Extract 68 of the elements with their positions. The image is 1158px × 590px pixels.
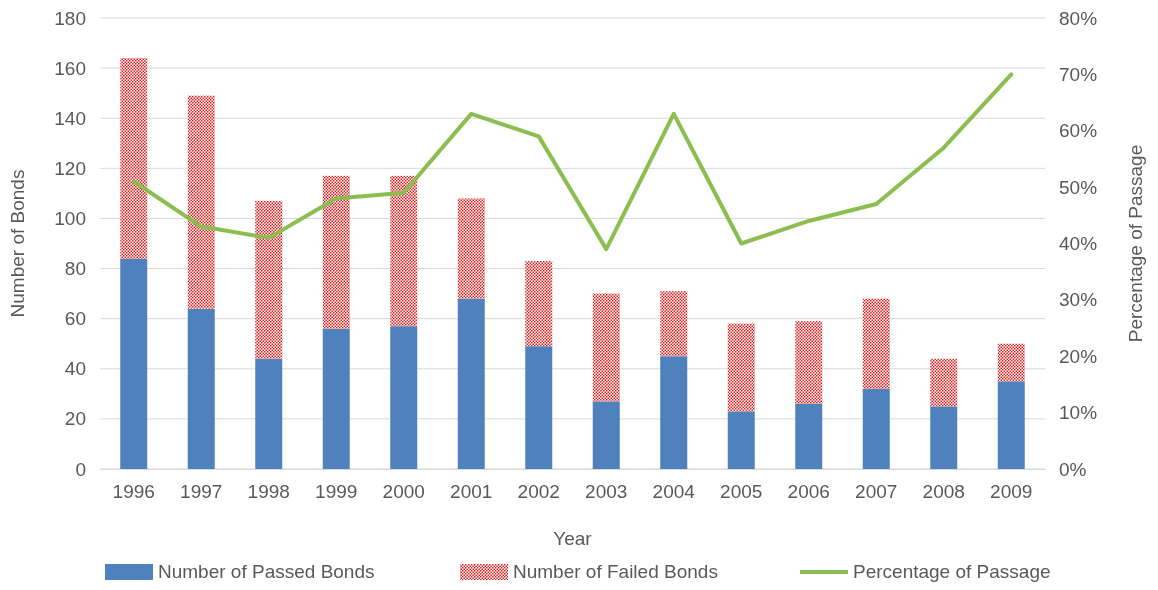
y-tick-label: 0 bbox=[75, 458, 86, 480]
bar bbox=[930, 358, 958, 407]
bar bbox=[120, 258, 148, 469]
y2-tick-label: 70% bbox=[1059, 63, 1098, 85]
x-tick-label: 2001 bbox=[450, 481, 493, 503]
x-tick-label: 2007 bbox=[855, 481, 898, 503]
legend-label: Number of Passed Bonds bbox=[158, 561, 375, 582]
x-tick-label: 1996 bbox=[112, 481, 155, 503]
y2-tick-label: 40% bbox=[1059, 233, 1098, 255]
y-tick-label: 20 bbox=[64, 408, 86, 430]
bar bbox=[795, 403, 823, 469]
line-series bbox=[131, 72, 1014, 252]
bar bbox=[862, 298, 890, 389]
bar bbox=[322, 328, 350, 469]
x-tick-label: 2008 bbox=[922, 481, 965, 503]
x-tick-label: 2002 bbox=[517, 481, 560, 503]
y2-tick-label: 20% bbox=[1059, 345, 1098, 367]
bar bbox=[592, 293, 620, 402]
x-axis-title: Year bbox=[553, 528, 593, 549]
y2-axis-title: Percentage of Passage bbox=[1125, 144, 1146, 343]
y-tick-label: 100 bbox=[54, 208, 86, 230]
bar bbox=[322, 175, 350, 329]
bar bbox=[187, 95, 215, 309]
y-axis-title: Number of Bonds bbox=[7, 169, 28, 318]
x-tick-label: 2009 bbox=[990, 481, 1033, 503]
y2-tick-label: 50% bbox=[1059, 176, 1098, 198]
bar bbox=[525, 261, 553, 347]
bar bbox=[997, 343, 1025, 382]
y2-tick-label: 60% bbox=[1059, 120, 1098, 142]
bar bbox=[727, 411, 755, 469]
x-tick-label: 2005 bbox=[720, 481, 763, 503]
bar bbox=[120, 58, 148, 259]
bar bbox=[525, 346, 553, 469]
x-tick-label: 2000 bbox=[382, 481, 425, 503]
y-tick-label: 120 bbox=[54, 157, 86, 179]
y2-tick-label: 30% bbox=[1059, 289, 1098, 311]
bar bbox=[457, 298, 485, 469]
bar bbox=[390, 175, 418, 327]
bar bbox=[795, 321, 823, 404]
x-tick-label: 2004 bbox=[652, 481, 696, 503]
x-tick-label: 2003 bbox=[585, 481, 628, 503]
y2-tick-label: 0% bbox=[1059, 458, 1087, 480]
y-tick-label: 180 bbox=[54, 7, 86, 29]
y2-tick-label: 10% bbox=[1059, 402, 1098, 424]
bar bbox=[862, 388, 890, 469]
bar bbox=[930, 406, 958, 469]
bar bbox=[997, 381, 1025, 469]
bar bbox=[727, 323, 755, 412]
bar bbox=[457, 198, 485, 299]
x-tick-label: 1998 bbox=[247, 481, 290, 503]
y-tick-label: 160 bbox=[54, 57, 86, 79]
x-tick-label: 1997 bbox=[180, 481, 223, 503]
y-tick-label: 80 bbox=[64, 258, 86, 280]
legend-label: Percentage of Passage bbox=[853, 561, 1051, 582]
y-tick-label: 40 bbox=[64, 358, 86, 380]
x-tick-label: 1999 bbox=[315, 481, 358, 503]
y-tick-label: 60 bbox=[64, 308, 86, 330]
bar bbox=[255, 200, 283, 359]
bar bbox=[390, 326, 418, 469]
bar bbox=[255, 358, 283, 469]
y2-tick-label: 80% bbox=[1059, 7, 1098, 29]
bar bbox=[660, 356, 688, 469]
y-tick-label: 140 bbox=[54, 107, 86, 129]
x-tick-label: 2006 bbox=[787, 481, 830, 503]
bar bbox=[592, 401, 620, 469]
bar bbox=[187, 308, 215, 469]
legend-label: Number of Failed Bonds bbox=[513, 561, 718, 582]
bar bbox=[660, 291, 688, 357]
